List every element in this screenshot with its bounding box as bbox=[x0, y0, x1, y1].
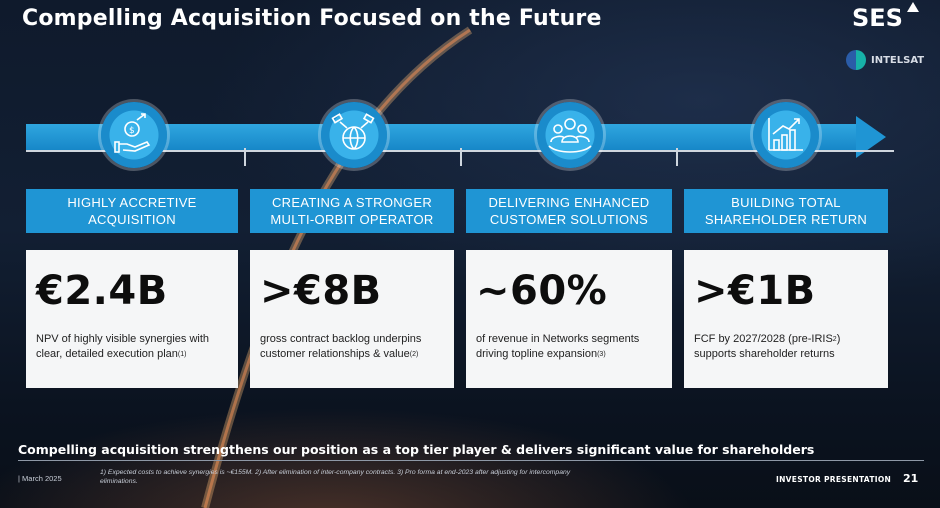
header-customer-solutions: DELIVERING ENHANCED CUSTOMER SOLUTIONS bbox=[466, 189, 672, 233]
intelsat-logo: INTELSAT bbox=[846, 50, 924, 70]
metric-description: NPV of highly visible synergies with cle… bbox=[36, 333, 210, 360]
metric-description: gross contract backlog underpins custome… bbox=[260, 333, 422, 360]
ses-logo-triangle-icon bbox=[907, 2, 919, 12]
page-title: Compelling Acquisition Focused on the Fu… bbox=[22, 6, 602, 31]
metric-card: >€1B FCF by 2027/2028 (pre-IRIS2) suppor… bbox=[684, 250, 888, 388]
footnotes: 1) Expected costs to achieve synergies i… bbox=[100, 469, 571, 485]
intelsat-logo-icon bbox=[846, 50, 866, 70]
dollar-hand-icon: $ bbox=[101, 102, 167, 168]
footer-date: | March 2025 bbox=[18, 474, 62, 483]
summary-statement: Compelling acquisition strengthens our p… bbox=[18, 442, 815, 457]
header-shareholder-return: BUILDING TOTAL SHAREHOLDER RETURN bbox=[684, 189, 888, 233]
metric-card: >€8B gross contract backlog underpins cu… bbox=[250, 250, 454, 388]
footer-label: INVESTOR PRESENTATION bbox=[776, 475, 892, 484]
growth-chart-icon bbox=[753, 102, 819, 168]
metric-value: €2.4B bbox=[36, 268, 168, 314]
footer-divider bbox=[18, 460, 924, 461]
page-number: 21 bbox=[903, 472, 919, 485]
metric-description: of revenue in Networks segments driving … bbox=[476, 333, 640, 360]
customers-icon bbox=[537, 102, 603, 168]
metric-description: FCF by 2027/2028 (pre-IRIS2) supports sh… bbox=[694, 333, 841, 360]
metric-value: >€1B bbox=[694, 268, 816, 314]
header-highly-accretive: HIGHLY ACCRETIVE ACQUISITION bbox=[26, 189, 238, 233]
metric-value: >€8B bbox=[260, 268, 382, 314]
ses-logo: SES bbox=[852, 2, 919, 32]
metric-card: €2.4B NPV of highly visible synergies wi… bbox=[26, 250, 238, 388]
globe-satellite-icon bbox=[321, 102, 387, 168]
header-stronger-operator: CREATING A STRONGER MULTI-ORBIT OPERATOR bbox=[250, 189, 454, 233]
timeline-tick bbox=[676, 148, 678, 166]
timeline-tick bbox=[460, 148, 462, 166]
metric-card: ~60% of revenue in Networks segments dri… bbox=[466, 250, 672, 388]
svg-text:$: $ bbox=[129, 126, 135, 136]
timeline-tick bbox=[244, 148, 246, 166]
metric-value: ~60% bbox=[476, 268, 608, 314]
